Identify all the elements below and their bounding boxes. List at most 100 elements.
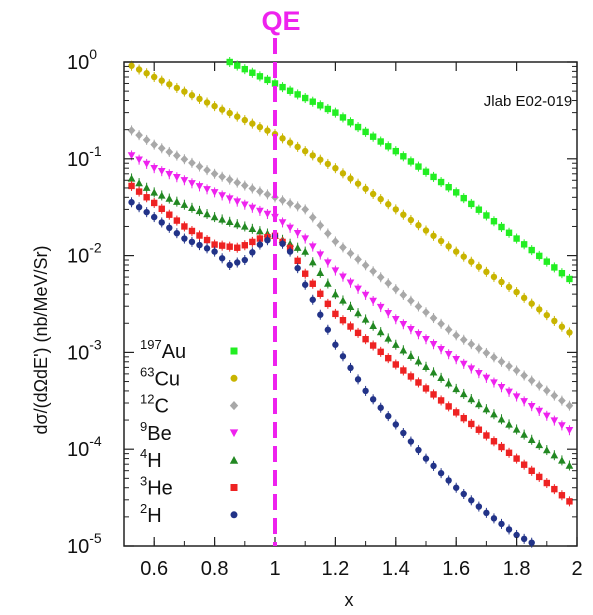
data-point [173, 84, 181, 92]
data-point [437, 237, 445, 245]
data-point [430, 232, 437, 239]
data-point [173, 217, 181, 224]
data-point [498, 443, 505, 451]
data-point [528, 300, 535, 307]
qe-label: QE [261, 6, 300, 36]
data-point [151, 199, 158, 207]
data-point [196, 95, 203, 103]
data-point [429, 313, 438, 323]
data-point [542, 446, 551, 454]
data-point [241, 256, 248, 264]
data-point [558, 422, 566, 430]
data-point [460, 253, 467, 260]
data-point [399, 290, 408, 300]
data-point [143, 70, 150, 77]
data-point [498, 278, 505, 286]
data-point [347, 175, 354, 182]
data-point [203, 165, 211, 175]
data-point [520, 535, 528, 543]
data-point [361, 261, 370, 270]
legend-marker-h-4 [229, 456, 239, 464]
data-point [347, 119, 354, 126]
data-point [317, 156, 324, 163]
data-point [520, 398, 528, 406]
data-point [437, 319, 445, 328]
data-point [339, 317, 347, 324]
data-point [173, 174, 181, 182]
data-point [240, 181, 249, 190]
data-point [331, 290, 340, 298]
data-point [415, 379, 422, 386]
data-point [453, 248, 460, 255]
data-point [249, 69, 256, 76]
data-point [158, 205, 165, 213]
data-point [354, 329, 362, 337]
data-point [278, 196, 287, 205]
axis-layer: 0.6 0.8 1 1.2 1.4 1.6 1.8 2 100 10-1 10-2 10-3 10-4 1… [67, 46, 583, 580]
data-point [535, 407, 544, 415]
data-point [166, 81, 173, 88]
x-tick-label-2: 1 [269, 558, 280, 580]
data-point [188, 180, 196, 188]
data-point [218, 106, 226, 113]
data-point [332, 310, 339, 318]
data-point [377, 138, 384, 145]
data-point [294, 91, 301, 98]
data-point [384, 279, 393, 288]
data-point [528, 539, 535, 546]
data-point [173, 229, 181, 237]
data-point [240, 201, 249, 209]
data-point [437, 397, 445, 404]
data-point [460, 490, 467, 498]
data-point [157, 168, 166, 176]
data-point [483, 268, 490, 276]
data-point [308, 243, 317, 251]
data-point [324, 326, 332, 333]
data-point [535, 381, 544, 390]
series-h-4 [127, 173, 574, 471]
data-point [128, 62, 135, 69]
data-point [362, 335, 369, 343]
data-point [505, 229, 513, 236]
data-point [459, 390, 468, 398]
data-point [498, 520, 505, 528]
data-point [392, 206, 399, 213]
data-point [135, 156, 143, 164]
plot-area [123, 61, 578, 547]
data-point [286, 87, 294, 94]
data-point [505, 283, 513, 291]
data-point [475, 344, 483, 353]
data-point [324, 105, 332, 113]
data-point [135, 66, 143, 73]
data-point [513, 531, 520, 539]
data-point [339, 170, 347, 177]
data-point [535, 441, 544, 449]
data-point [234, 259, 241, 266]
data-point [497, 384, 506, 392]
data-point [392, 421, 399, 428]
data-point [520, 371, 528, 380]
data-point [384, 334, 393, 342]
legend-label-au-197: 197Au [140, 337, 186, 363]
data-point [437, 346, 445, 354]
legend-label-cu-63: 63Cu [140, 364, 180, 390]
data-point [309, 280, 316, 287]
data-point [339, 114, 347, 121]
series-c-12 [127, 125, 574, 411]
series-cu-63 [128, 60, 573, 338]
data-point [385, 412, 392, 420]
data-point [422, 385, 430, 392]
data-point [233, 220, 242, 228]
legend-marker-c-12 [229, 401, 239, 411]
data-point [377, 404, 384, 411]
data-point [188, 92, 196, 99]
data-point [497, 415, 506, 423]
data-point [354, 376, 362, 383]
data-point [218, 192, 226, 200]
data-point [210, 169, 219, 178]
data-point [294, 264, 301, 272]
data-point [339, 243, 347, 252]
data-point [512, 425, 521, 433]
data-point [173, 151, 181, 160]
data-point [505, 526, 513, 533]
